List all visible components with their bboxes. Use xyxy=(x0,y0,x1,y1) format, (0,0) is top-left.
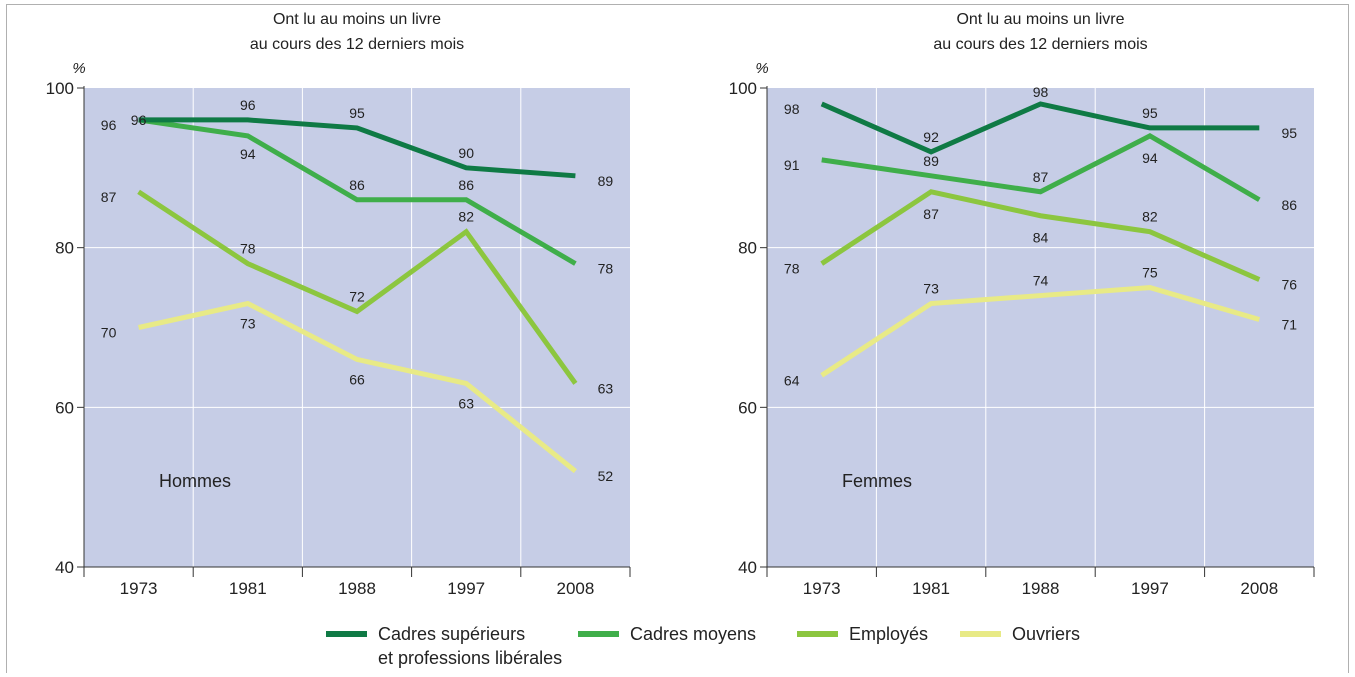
series-line-ouvriers xyxy=(138,300,577,474)
series-line-employes xyxy=(137,189,578,385)
series-line-ouvriers xyxy=(820,285,1261,378)
data-label-cadres-moyens: 86 xyxy=(349,177,365,193)
chart-subtitle: au cours des 12 derniers mois xyxy=(250,36,464,53)
y-tick-label: 80 xyxy=(55,239,74,258)
panel-label: Hommes xyxy=(159,471,231,491)
data-label-cadres-superieurs: 96 xyxy=(101,117,117,133)
data-label-ouvriers: 73 xyxy=(923,281,939,297)
legend: Cadres supérieurs et professions libérale… xyxy=(326,624,1080,668)
data-label-cadres-superieurs: 96 xyxy=(240,97,256,113)
y-tick-label: 40 xyxy=(738,558,757,577)
chart-subtitle: au cours des 12 derniers mois xyxy=(933,36,1147,53)
data-label-cadres-superieurs: 98 xyxy=(784,101,800,117)
data-label-cadres-superieurs: 95 xyxy=(349,105,365,121)
figure-frame xyxy=(6,4,1349,673)
data-label-employes: 84 xyxy=(1033,230,1049,246)
data-label-cadres-superieurs: 92 xyxy=(923,129,939,145)
data-label-ouvriers: 52 xyxy=(598,468,614,484)
data-label-employes: 87 xyxy=(923,206,939,222)
y-axis-unit-label: % xyxy=(72,60,85,77)
data-label-cadres-superieurs: 98 xyxy=(1033,84,1049,100)
data-label-ouvriers: 74 xyxy=(1033,273,1049,289)
series-line-cadres-moyens xyxy=(138,117,577,266)
x-tick-label: 1988 xyxy=(1022,579,1060,598)
y-tick-label: 60 xyxy=(738,398,757,417)
x-tick-label: 2008 xyxy=(1240,579,1278,598)
series-line-cadres-superieurs xyxy=(138,117,576,179)
y-tick-label: 80 xyxy=(738,239,757,258)
data-label-employes: 82 xyxy=(1142,209,1158,225)
data-label-ouvriers: 73 xyxy=(240,316,256,332)
data-label-cadres-moyens: 96 xyxy=(131,112,147,128)
data-label-cadres-superieurs: 95 xyxy=(1142,105,1158,121)
data-label-cadres-superieurs: 90 xyxy=(458,145,474,161)
data-label-employes: 78 xyxy=(240,241,256,257)
series-line-employes xyxy=(820,189,1261,282)
data-label-ouvriers: 70 xyxy=(101,325,117,341)
data-label-ouvriers: 64 xyxy=(784,372,800,388)
data-label-cadres-moyens: 86 xyxy=(1282,197,1298,213)
chart-title: Ont lu au moins un livre xyxy=(273,11,441,28)
x-tick-label: 1988 xyxy=(338,579,376,598)
y-tick-label: 100 xyxy=(729,79,757,98)
series-line-cadres-superieurs xyxy=(820,101,1260,155)
data-label-ouvriers: 63 xyxy=(458,395,474,411)
x-tick-label: 1997 xyxy=(1131,579,1169,598)
data-label-cadres-moyens: 91 xyxy=(784,157,800,173)
data-label-ouvriers: 75 xyxy=(1142,265,1158,281)
legend-label-cadres-moyens: Cadres moyens xyxy=(630,624,756,644)
data-label-cadres-moyens: 87 xyxy=(1033,169,1049,185)
data-label-cadres-moyens: 78 xyxy=(598,261,614,277)
series-line-cadres-moyens xyxy=(821,133,1261,202)
legend-label-ouvriers: Ouvriers xyxy=(1012,624,1080,644)
data-label-employes: 82 xyxy=(458,209,474,225)
x-tick-label: 1973 xyxy=(120,579,158,598)
data-label-employes: 78 xyxy=(784,261,800,277)
data-label-ouvriers: 71 xyxy=(1282,317,1298,333)
data-label-employes: 87 xyxy=(101,189,117,205)
x-tick-label: 1997 xyxy=(447,579,485,598)
chart-title: Ont lu au moins un livre xyxy=(956,11,1124,28)
x-tick-label: 1981 xyxy=(912,579,950,598)
data-label-cadres-superieurs: 95 xyxy=(1282,125,1298,141)
plot-area xyxy=(84,88,630,567)
legend-label-cadres-superieurs: Cadres supérieurs xyxy=(378,624,525,644)
x-tick-label: 2008 xyxy=(556,579,594,598)
plot-area xyxy=(767,88,1314,567)
data-label-employes: 76 xyxy=(1282,277,1298,293)
chart-panel-femmes: 40 60 80 100 1973 1981 1988 1997 2008 Ont lu au m… xyxy=(729,11,1315,598)
panel-label: Femmes xyxy=(842,471,912,491)
y-tick-label: 60 xyxy=(55,398,74,417)
legend-label-employes: Employés xyxy=(849,624,928,644)
y-tick-label: 100 xyxy=(46,79,74,98)
data-label-cadres-superieurs: 89 xyxy=(598,173,614,189)
data-label-employes: 63 xyxy=(598,380,614,396)
x-tick-label: 1981 xyxy=(229,579,267,598)
data-label-ouvriers: 66 xyxy=(349,371,365,387)
data-label-cadres-moyens: 94 xyxy=(240,146,256,162)
legend-label-cadres-superieurs-line2: et professions libérales xyxy=(378,648,562,668)
data-label-cadres-moyens: 94 xyxy=(1142,150,1158,166)
y-tick-label: 40 xyxy=(55,558,74,577)
data-label-cadres-moyens: 86 xyxy=(458,177,474,193)
chart-panel-hommes: 40 60 80 100 1973 1981 1988 1997 2008 Ont lu au m… xyxy=(46,11,631,598)
data-label-cadres-moyens: 89 xyxy=(923,153,939,169)
data-label-employes: 72 xyxy=(349,289,365,305)
x-tick-label: 1973 xyxy=(803,579,841,598)
y-axis-unit-label: % xyxy=(755,60,768,77)
